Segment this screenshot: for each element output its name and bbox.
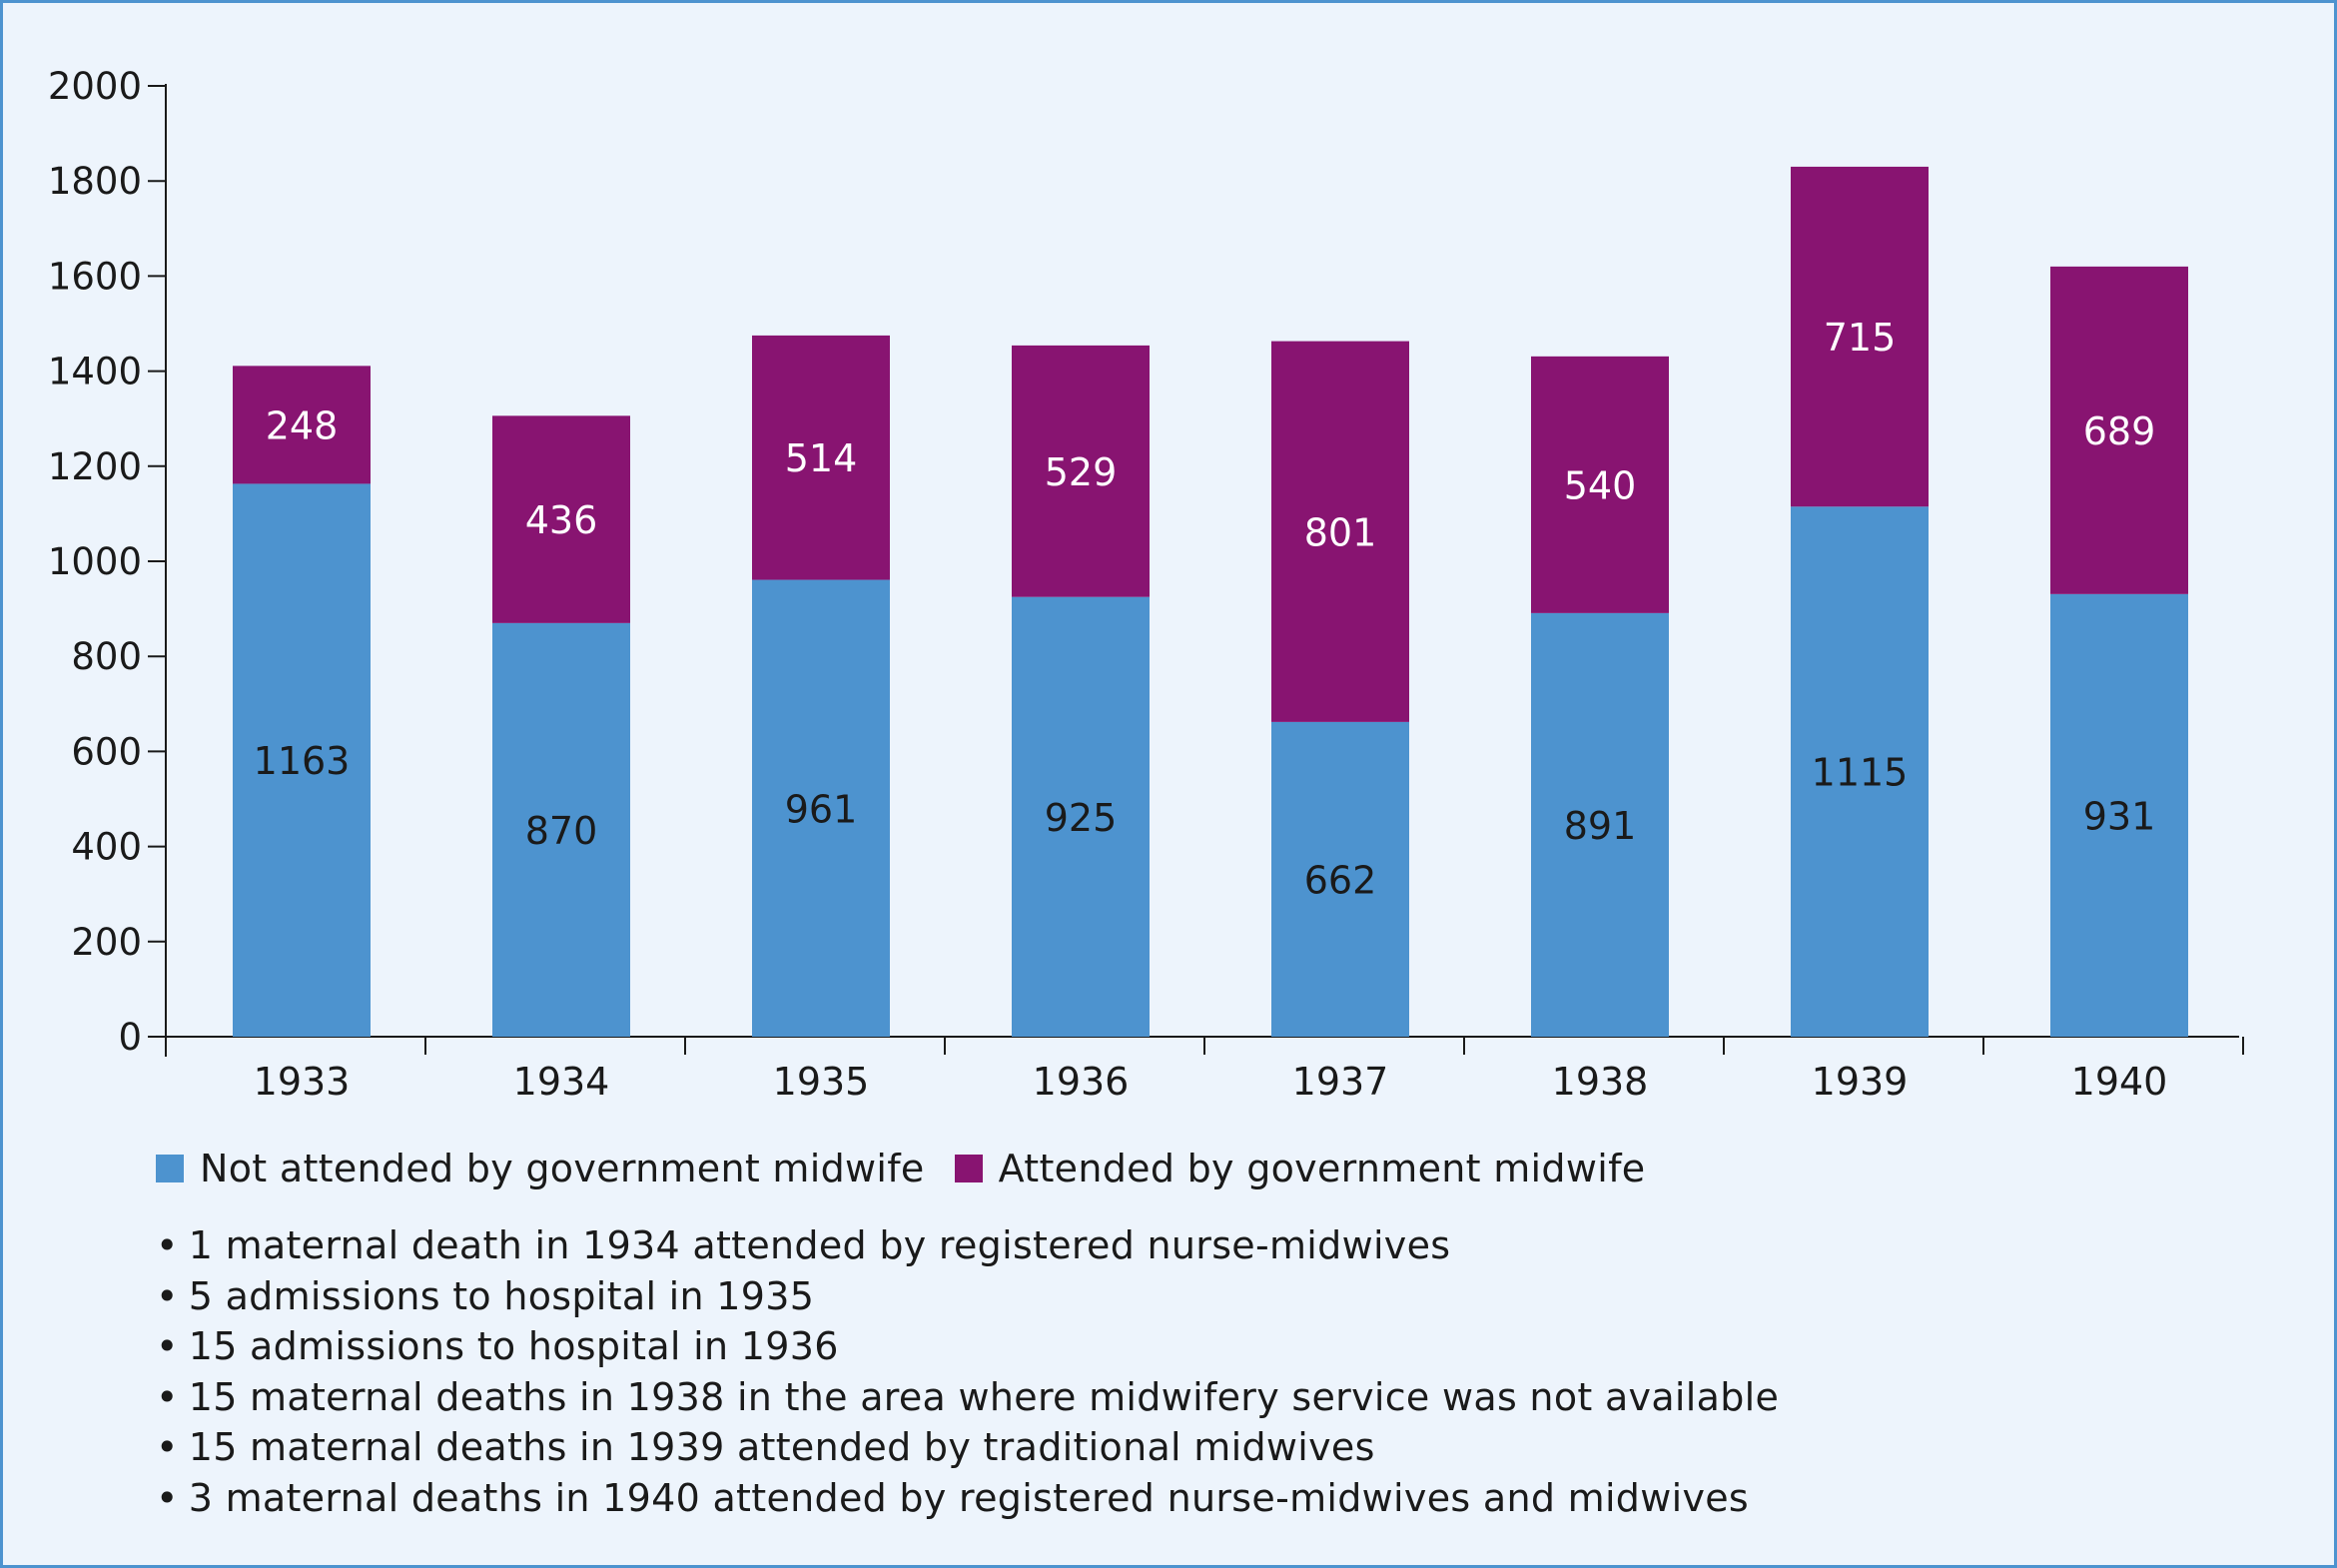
y-tick-label: 1600: [48, 255, 142, 298]
bar-segment-attended: [233, 366, 371, 484]
data-label: 689: [2083, 409, 2156, 453]
legend-item-attended: Attended by government midwife: [954, 1147, 1646, 1190]
y-axis: 0 200 400 600 800 1000 1200 1400 1600 1800 2000: [48, 65, 167, 1059]
footnote: 15 maternal deaths in 1938 in the area w…: [156, 1372, 1779, 1423]
y-tick-label: 1000: [48, 540, 142, 583]
data-label: 1115: [1812, 751, 1909, 795]
data-label: 540: [1564, 463, 1637, 507]
bar-segment-attended: [1791, 166, 1929, 507]
data-label: 931: [2083, 794, 2156, 838]
x-tick-label: 1933: [254, 1060, 351, 1104]
bar-segment-attended: [1531, 356, 1669, 613]
y-tick-label: 800: [71, 635, 142, 678]
legend-swatch-not-attended: [156, 1155, 184, 1182]
bar-segment-not-attended: [2050, 593, 2188, 1037]
x-tick-label: 1940: [2071, 1060, 2168, 1104]
data-label: 1163: [254, 739, 351, 783]
data-label: 961: [785, 787, 858, 831]
footnote: 15 admissions to hospital in 1936: [156, 1321, 1779, 1372]
data-label: 248: [266, 403, 339, 447]
x-axis: 1933 1934 1935 1936 1937 1938 1939 1940: [165, 1036, 2244, 1104]
y-tick-label: 1400: [48, 351, 142, 393]
bar-segment-attended: [752, 335, 890, 580]
data-label: 514: [785, 436, 858, 480]
footnote: 3 maternal deaths in 1940 attended by re…: [156, 1473, 1779, 1524]
bar-segment-not-attended: [1791, 506, 1929, 1037]
data-label: 436: [525, 498, 598, 542]
data-label: 870: [525, 809, 598, 853]
legend-label-attended: Attended by government midwife: [998, 1147, 1646, 1190]
y-tick-label: 1800: [48, 160, 142, 203]
x-tick-label: 1934: [513, 1060, 610, 1104]
y-tick-label: 0: [118, 1016, 142, 1059]
x-tick-label: 1935: [773, 1060, 870, 1104]
y-tick-label: 400: [71, 826, 142, 869]
bar-segment-attended: [2050, 266, 2188, 594]
bar-segment-not-attended: [1271, 721, 1409, 1037]
bar-segment-attended: [1012, 345, 1150, 597]
legend-swatch-attended: [954, 1155, 983, 1182]
data-label: 529: [1045, 450, 1118, 494]
x-tick-label: 1939: [1812, 1060, 1909, 1104]
footnote: 1 maternal death in 1934 attended by reg…: [156, 1220, 1779, 1271]
legend-item-not-attended: Not attended by government midwife: [156, 1147, 925, 1190]
y-tick-label: 200: [71, 921, 142, 964]
bar-segment-attended: [492, 415, 630, 623]
bar-segment-not-attended: [233, 483, 371, 1037]
data-label: 801: [1304, 510, 1377, 554]
x-tick-label: 1938: [1552, 1060, 1649, 1104]
y-tick-label: 1200: [48, 445, 142, 488]
footnotes-list: 1 maternal death in 1934 attended by reg…: [156, 1220, 1779, 1523]
data-label: 662: [1304, 858, 1377, 902]
bar-segment-not-attended: [492, 622, 630, 1037]
legend: Not attended by government midwife Atten…: [156, 1147, 1675, 1190]
data-label: 715: [1824, 316, 1897, 360]
y-tick-label: 2000: [48, 65, 142, 108]
footnote: 5 admissions to hospital in 1935: [156, 1271, 1779, 1322]
legend-label-not-attended: Not attended by government midwife: [200, 1147, 925, 1190]
bar-segment-not-attended: [1012, 596, 1150, 1037]
footnote: 15 maternal deaths in 1939 attended by t…: [156, 1422, 1779, 1473]
data-label: 891: [1564, 804, 1637, 848]
bar-segment-attended: [1271, 341, 1409, 722]
stacked-bar-chart: 0 200 400 600 800 1000 1200 1400 1600 1800 2000 19…: [48, 65, 2244, 1104]
y-tick-label: 600: [71, 730, 142, 773]
bar-segment-not-attended: [752, 579, 890, 1037]
x-tick-label: 1936: [1033, 1060, 1130, 1104]
x-tick-label: 1937: [1292, 1060, 1389, 1104]
bar-segment-not-attended: [1531, 612, 1669, 1037]
data-label: 925: [1045, 796, 1118, 840]
bars: 1163 248 870 436 961 514 925 529 662 801 891 540 111…: [233, 166, 2188, 1037]
